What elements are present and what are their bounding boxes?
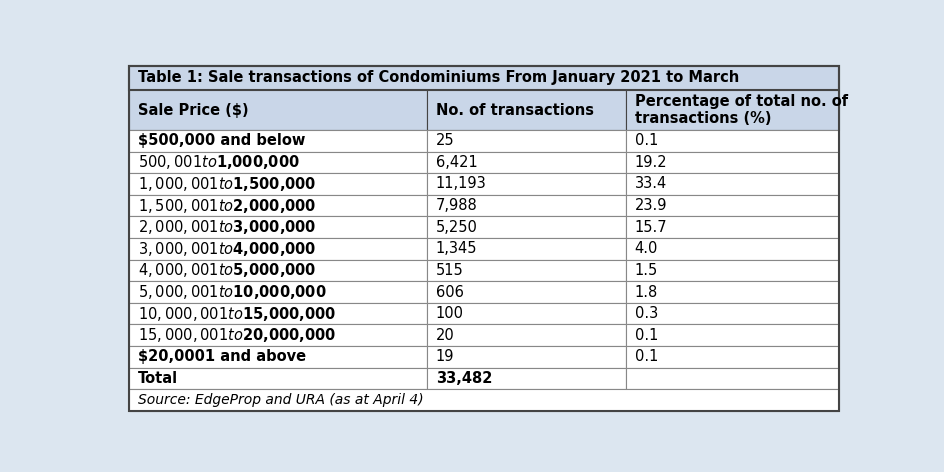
Bar	[129, 303, 427, 324]
Bar	[626, 368, 838, 389]
Text: 11,193: 11,193	[436, 177, 486, 192]
Bar	[427, 324, 626, 346]
Text: 100: 100	[436, 306, 464, 321]
Bar	[129, 152, 427, 173]
Bar	[129, 368, 427, 389]
Text: Percentage of total no. of
transactions (%): Percentage of total no. of transactions …	[634, 94, 848, 126]
Bar	[129, 66, 838, 90]
Bar	[427, 346, 626, 368]
Text: 19.2: 19.2	[634, 155, 667, 170]
Bar	[626, 173, 838, 195]
Text: No. of transactions: No. of transactions	[436, 102, 594, 118]
Text: $500,001 to $1,000,000: $500,001 to $1,000,000	[138, 153, 299, 171]
Text: $1,000,001 to $1,500,000: $1,000,001 to $1,500,000	[138, 175, 316, 193]
Text: $1,500,001 to $2,000,000: $1,500,001 to $2,000,000	[138, 196, 316, 215]
Text: $2,000,001 to $3,000,000: $2,000,001 to $3,000,000	[138, 218, 316, 236]
Bar	[129, 216, 427, 238]
Bar	[129, 389, 838, 411]
Text: 0.1: 0.1	[634, 133, 658, 148]
Text: $20,0001 and above: $20,0001 and above	[138, 349, 306, 364]
Bar	[427, 368, 626, 389]
Text: 15.7: 15.7	[634, 219, 667, 235]
Bar	[129, 173, 427, 195]
Bar	[427, 173, 626, 195]
Text: 6,421: 6,421	[436, 155, 478, 170]
Bar	[626, 152, 838, 173]
Text: $500,000 and below: $500,000 and below	[138, 133, 305, 148]
Bar	[427, 216, 626, 238]
Bar	[129, 324, 427, 346]
Text: 19: 19	[436, 349, 454, 364]
Text: 23.9: 23.9	[634, 198, 667, 213]
Bar	[427, 281, 626, 303]
Text: 5,250: 5,250	[436, 219, 478, 235]
Bar	[427, 152, 626, 173]
Bar	[129, 130, 427, 152]
Bar	[427, 130, 626, 152]
Text: Table 1: Sale transactions of Condominiums From January 2021 to March: Table 1: Sale transactions of Condominiu…	[138, 70, 739, 85]
Bar	[626, 260, 838, 281]
Bar	[626, 216, 838, 238]
Bar	[626, 130, 838, 152]
Text: 0.1: 0.1	[634, 328, 658, 343]
Text: 0.3: 0.3	[634, 306, 658, 321]
Text: 4.0: 4.0	[634, 241, 658, 256]
Bar	[427, 238, 626, 260]
Bar	[129, 346, 427, 368]
Text: 33.4: 33.4	[634, 177, 666, 192]
Text: 33,482: 33,482	[436, 371, 492, 386]
Bar	[427, 90, 626, 130]
Bar	[129, 260, 427, 281]
Text: $5,000,001 to $10,000,000: $5,000,001 to $10,000,000	[138, 283, 327, 301]
Bar	[626, 324, 838, 346]
Text: $4,000,001 to $5,000,000: $4,000,001 to $5,000,000	[138, 261, 316, 279]
Bar	[129, 238, 427, 260]
Bar	[626, 90, 838, 130]
Bar	[626, 281, 838, 303]
Text: 606: 606	[436, 285, 464, 300]
Text: 25: 25	[436, 133, 454, 148]
Text: 1.8: 1.8	[634, 285, 658, 300]
Bar	[427, 303, 626, 324]
Bar	[626, 238, 838, 260]
Text: 1.5: 1.5	[634, 263, 658, 278]
Text: $3,000,001 to $4,000,000: $3,000,001 to $4,000,000	[138, 240, 316, 258]
Bar	[626, 195, 838, 216]
Bar	[427, 195, 626, 216]
Text: Source: EdgeProp and URA (as at April 4): Source: EdgeProp and URA (as at April 4)	[138, 393, 423, 407]
Text: $15,000,001 to $20,000,000: $15,000,001 to $20,000,000	[138, 326, 336, 344]
Bar	[129, 281, 427, 303]
Bar	[129, 90, 427, 130]
Text: Total: Total	[138, 371, 177, 386]
Text: 7,988: 7,988	[436, 198, 478, 213]
Text: Sale Price ($): Sale Price ($)	[138, 102, 248, 118]
Bar	[129, 195, 427, 216]
Bar	[626, 346, 838, 368]
Text: 20: 20	[436, 328, 455, 343]
Text: 1,345: 1,345	[436, 241, 478, 256]
Text: $10,000,001 to $15,000,000: $10,000,001 to $15,000,000	[138, 305, 336, 323]
Bar	[427, 260, 626, 281]
Bar	[626, 303, 838, 324]
Text: 515: 515	[436, 263, 464, 278]
Text: 0.1: 0.1	[634, 349, 658, 364]
